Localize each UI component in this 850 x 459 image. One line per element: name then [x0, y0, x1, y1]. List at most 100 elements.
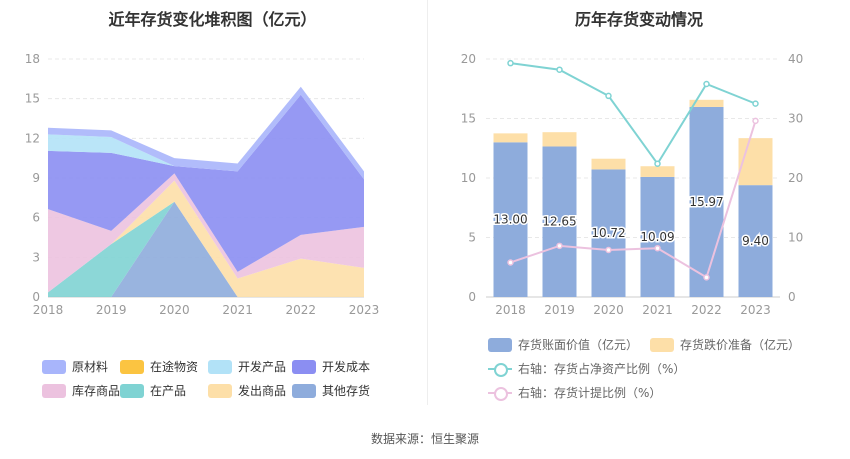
right-bar-line-chart: 0 5 10 15 20 0 10 20 30 40 2018 2019 2020 2021 2022 202… [461, 52, 804, 317]
legend-swatch [208, 359, 232, 374]
bar-impairment [640, 166, 675, 177]
bar-impairment [738, 138, 773, 186]
left-legend: 原材料 在途物资 开发产品 开发成本库存商品 在产品 发出商品 其他存货 [42, 358, 370, 399]
y-tick-label: 18 [25, 52, 40, 66]
x-tick-label: 2019 [96, 303, 127, 317]
y2-tick-label: 30 [788, 112, 803, 126]
y2-tick-label: 0 [788, 290, 796, 304]
y2-tick-label: 40 [788, 52, 803, 66]
legend-label: 发出商品 [238, 384, 287, 398]
line-point [654, 160, 661, 167]
bar-book-value [493, 142, 528, 297]
line-point [654, 244, 661, 252]
x-tick-label: 2020 [593, 303, 624, 317]
legend-item[interactable]: 右轴：存货占净资产比例（%） [488, 360, 685, 377]
legend-label: 开发成本 [322, 360, 371, 374]
y-tick-label: 6 [32, 211, 40, 225]
line-point [703, 274, 710, 281]
left-chart-title: 近年存货变化堆积图（亿元） [108, 10, 317, 29]
legend-item[interactable]: 开发成本 [292, 358, 370, 375]
x-tick-label: 2023 [740, 303, 771, 317]
area-series-其他存货 [48, 201, 364, 297]
left-stacked-area-chart: 0 3 6 9 12 15 18 2018 2019 2020 2021 2022 2023 [25, 52, 380, 317]
legend-item[interactable]: 发出商品 [208, 382, 286, 399]
line-series-provision-ratio [510, 120, 757, 279]
bar-value-label: 15.97 [689, 195, 723, 209]
area-series-原材料 [48, 86, 364, 180]
legend-item[interactable]: 库存商品 [42, 382, 120, 399]
bar-value-label: 13.00 [493, 213, 527, 227]
legend-item[interactable]: 在产品 [120, 382, 186, 399]
panel-divider [427, 0, 428, 405]
bar-value-label: 9.40 [742, 234, 769, 248]
legend-item[interactable]: 右轴：存货计提比例（%） [488, 384, 661, 401]
legend-label: 右轴：存货计提比例（%） [518, 386, 662, 400]
legend-swatch [292, 359, 316, 374]
legend-swatch [120, 383, 144, 398]
legend-item[interactable]: 其他存货 [292, 382, 370, 399]
legend-label: 原材料 [72, 360, 109, 374]
bar-book-value [689, 106, 724, 297]
legend-item[interactable]: 开发产品 [208, 358, 286, 375]
line-point [507, 259, 514, 266]
data-source-note: 数据来源：恒生聚源 [370, 432, 479, 446]
legend-swatch [42, 383, 66, 398]
legend-label: 在产品 [150, 384, 187, 398]
legend-label: 存货跌价准备（亿元） [680, 338, 801, 352]
legend-swatch [650, 337, 674, 352]
y-tick-label: 12 [25, 131, 40, 145]
legend-label: 开发产品 [238, 360, 287, 374]
y2-tick-label: 20 [788, 171, 803, 185]
bar-value-label: 12.65 [542, 215, 576, 229]
bar-book-value [591, 169, 626, 297]
y-tick-label: 3 [32, 250, 40, 264]
bar-impairment [689, 99, 724, 107]
x-tick-label: 2020 [159, 303, 190, 317]
y-tick-label: 10 [461, 171, 476, 185]
y2-tick-label: 10 [788, 231, 803, 245]
legend-label: 右轴：存货占净资产比例（%） [518, 362, 686, 376]
bar-impairment [542, 132, 577, 147]
x-tick-label: 2022 [691, 303, 722, 317]
area-series-开发成本 [48, 94, 364, 272]
legend-item[interactable]: 存货账面价值（亿元） [488, 336, 638, 353]
legend-label: 存货账面价值（亿元） [518, 338, 639, 352]
legend-label: 库存商品 [72, 384, 121, 398]
line-point [752, 117, 759, 125]
line-point [507, 59, 514, 67]
x-tick-label: 2023 [349, 303, 380, 317]
line-point [556, 242, 563, 250]
line-point [605, 246, 612, 254]
x-tick-label: 2021 [222, 303, 253, 317]
bar-book-value [640, 176, 675, 297]
area-series-在产品 [48, 201, 364, 297]
legend-swatch [42, 359, 66, 374]
y-tick-label: 0 [32, 290, 40, 304]
area-series-库存商品 [48, 173, 364, 293]
x-tick-label: 2019 [544, 303, 575, 317]
area-series-发出商品 [48, 180, 364, 297]
y-tick-label: 20 [461, 52, 476, 66]
legend-label: 其他存货 [322, 384, 371, 398]
right-legend: 存货账面价值（亿元） 存货跌价准备（亿元） 右轴：存货占净资产比例（%） 右轴：存货计… [428, 0, 850, 459]
y-tick-label: 15 [461, 112, 476, 126]
legend-swatch [120, 359, 144, 374]
x-tick-label: 2018 [495, 303, 526, 317]
bar-value-label: 10.72 [591, 226, 625, 240]
legend-item[interactable]: 存货跌价准备（亿元） [650, 336, 800, 353]
bar-book-value [542, 146, 577, 297]
line-point [752, 100, 759, 107]
y-tick-label: 0 [468, 290, 476, 304]
legend-swatch [208, 383, 232, 398]
y-tick-label: 5 [468, 231, 476, 245]
legend-item[interactable]: 原材料 [42, 358, 108, 375]
legend-swatch [488, 386, 512, 401]
x-tick-label: 2021 [642, 303, 673, 317]
legend-item[interactable]: 在途物资 [120, 358, 198, 375]
legend-swatch [292, 383, 316, 398]
y-tick-label: 9 [32, 171, 40, 185]
legend-swatch [488, 337, 512, 352]
line-point [703, 80, 710, 88]
x-tick-label: 2018 [33, 303, 64, 317]
y-tick-label: 15 [25, 92, 40, 106]
